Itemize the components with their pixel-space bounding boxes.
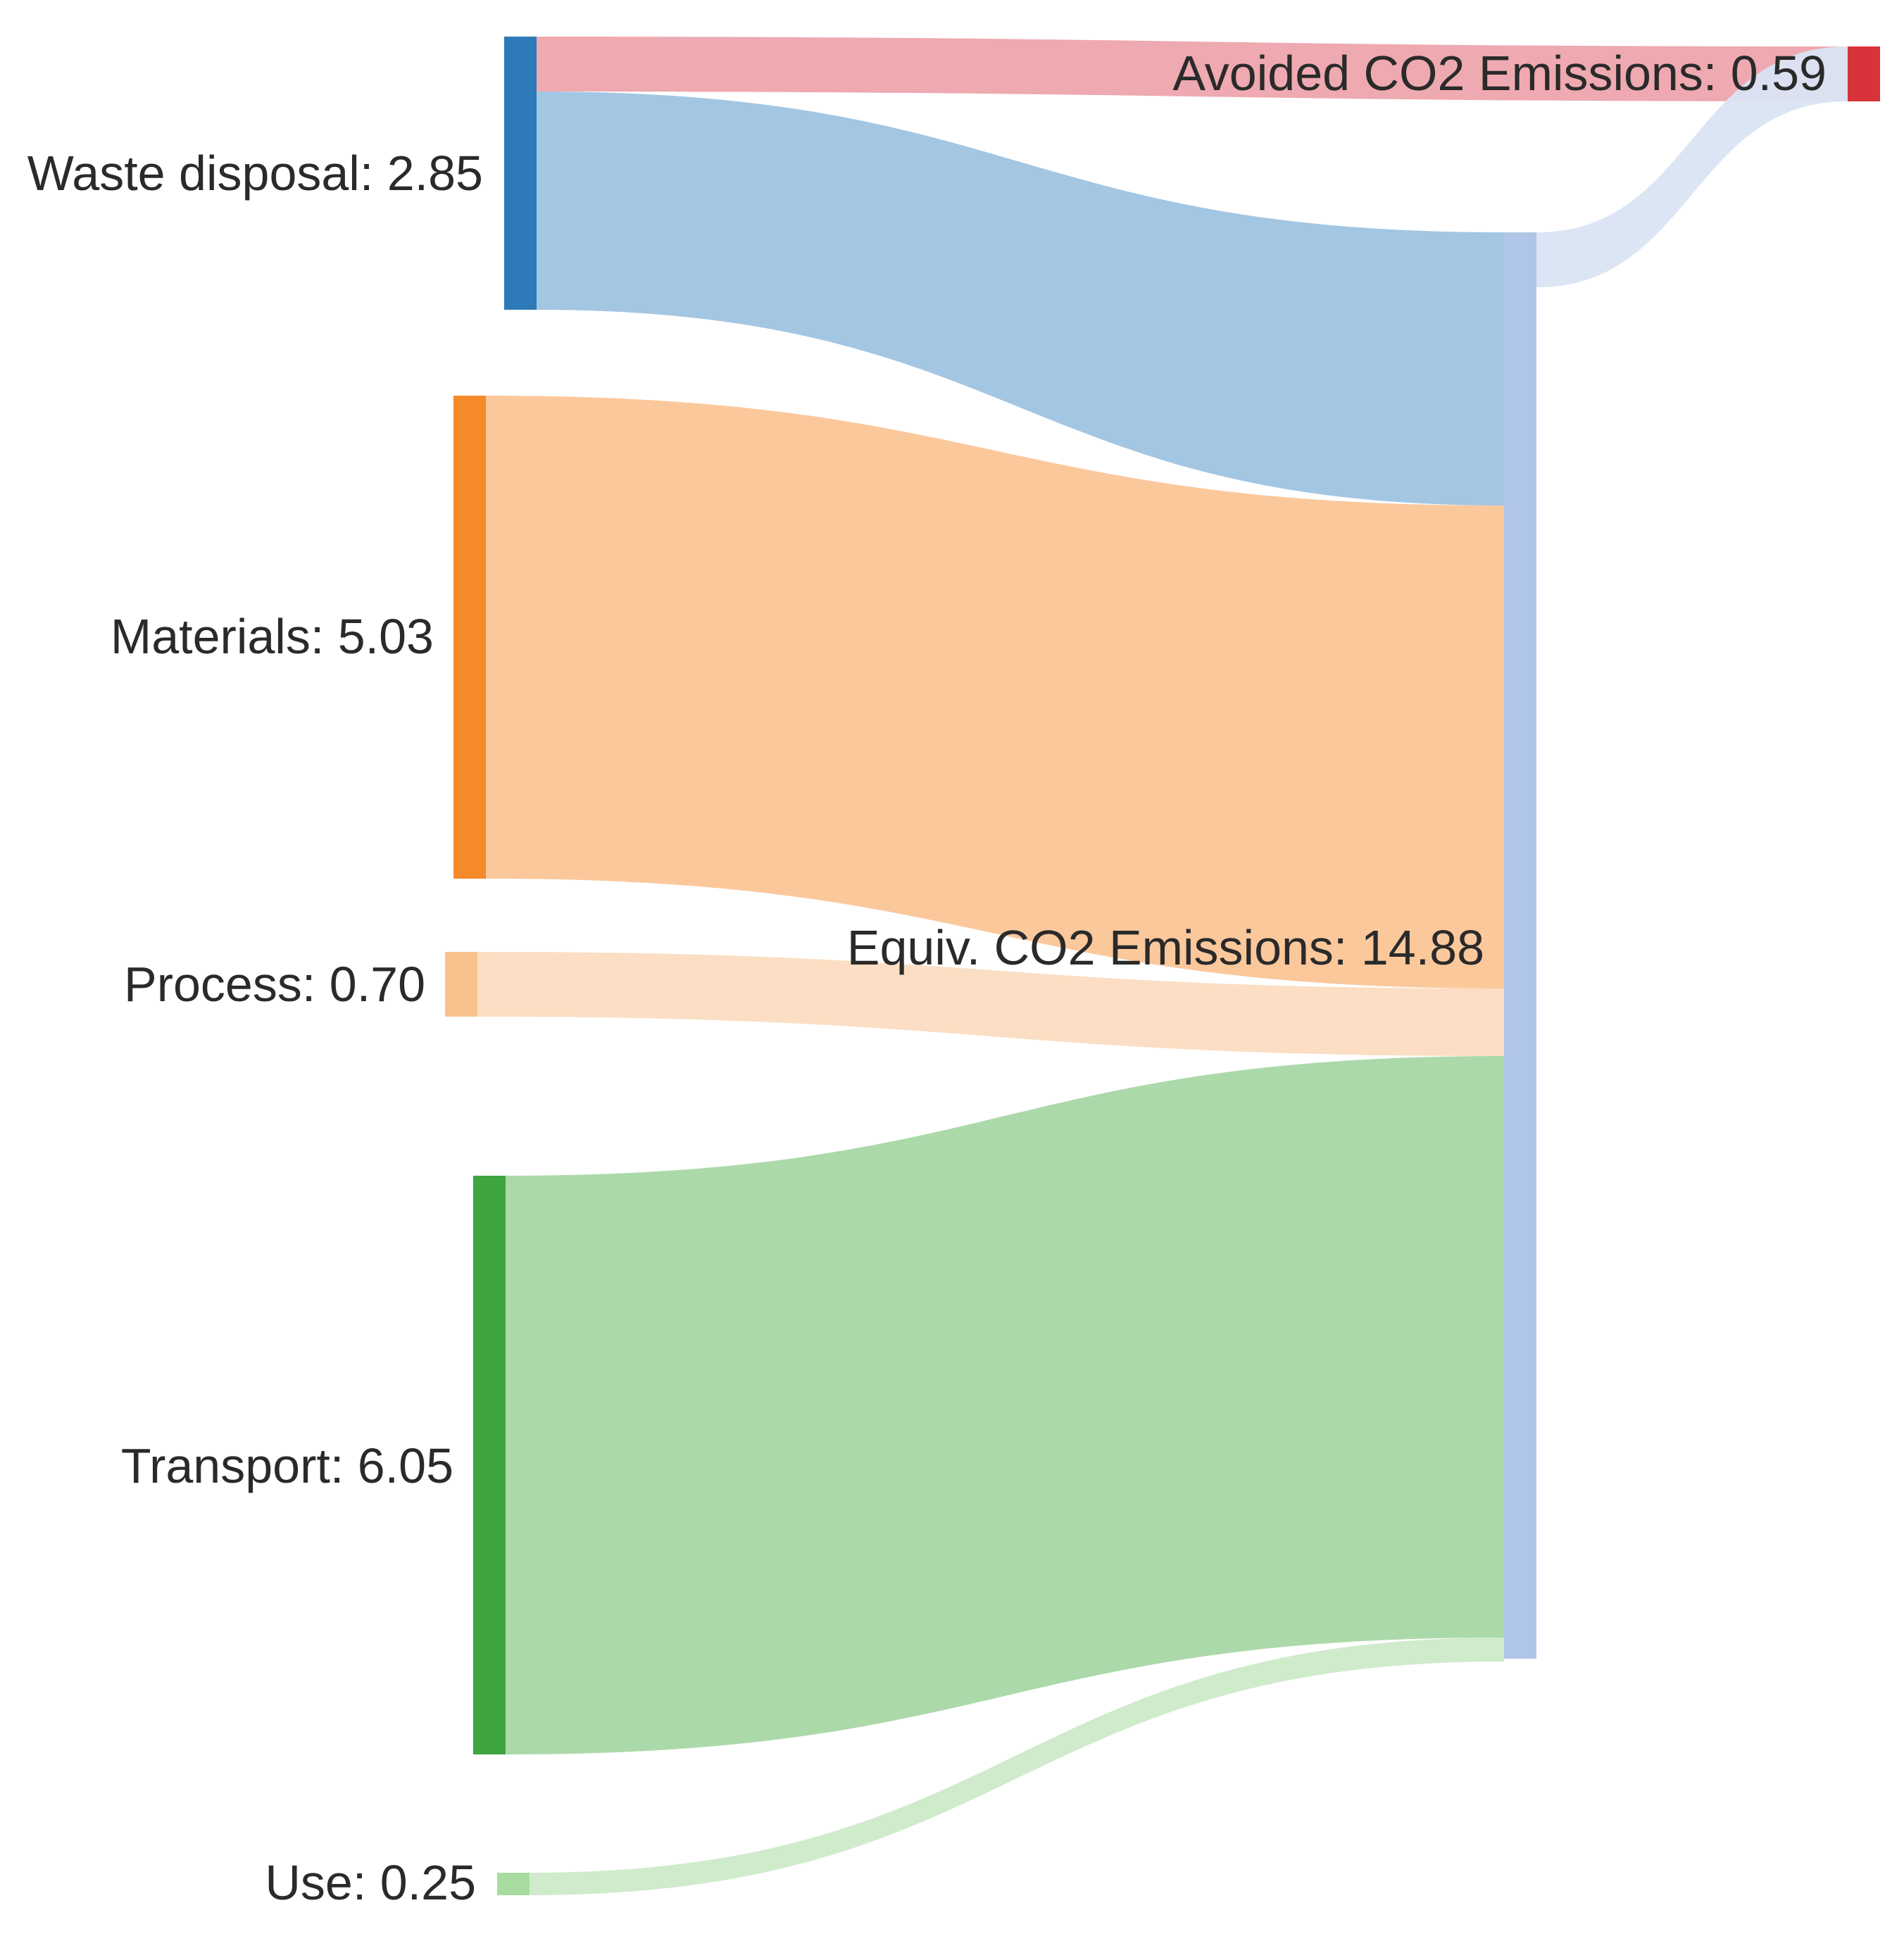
sankey-node-avoided (1848, 46, 1880, 101)
sankey-nodes (445, 37, 1880, 1895)
sankey-node-materials (453, 396, 486, 879)
sankey-link-waste-to-avoided (537, 37, 1848, 101)
sankey-link-process-to-equiv (477, 952, 1504, 1056)
sankey-node-transport (473, 1176, 506, 1754)
sankey-node-waste (504, 37, 537, 310)
sankey-link-equiv-to-avoided (1536, 46, 1848, 287)
sankey-node-process (445, 952, 477, 1017)
sankey-link-materials-to-equiv (486, 396, 1504, 988)
node-label-use: Use: 0.25 (265, 1855, 476, 1910)
sankey-node-use (497, 1873, 530, 1895)
node-label-materials: Materials: 5.03 (111, 609, 434, 664)
sankey-link-use-to-equiv (530, 1638, 1504, 1895)
node-label-avoided: Avoided CO2 Emissions: 0.59 (1172, 46, 1827, 101)
sankey-node-equiv (1504, 232, 1536, 1659)
node-label-waste: Waste disposal: 2.85 (27, 146, 483, 201)
node-label-process: Process: 0.70 (124, 957, 425, 1012)
node-label-transport: Transport: 6.05 (121, 1438, 453, 1493)
sankey-links (477, 37, 1848, 1895)
sankey-link-transport-to-equiv (506, 1056, 1504, 1754)
sankey-link-waste-to-equiv (537, 92, 1504, 505)
node-label-equiv: Equiv. CO2 Emissions: 14.88 (847, 920, 1484, 975)
sankey-labels: Waste disposal: 2.85 Materials: 5.03 Pro… (27, 46, 1827, 1910)
